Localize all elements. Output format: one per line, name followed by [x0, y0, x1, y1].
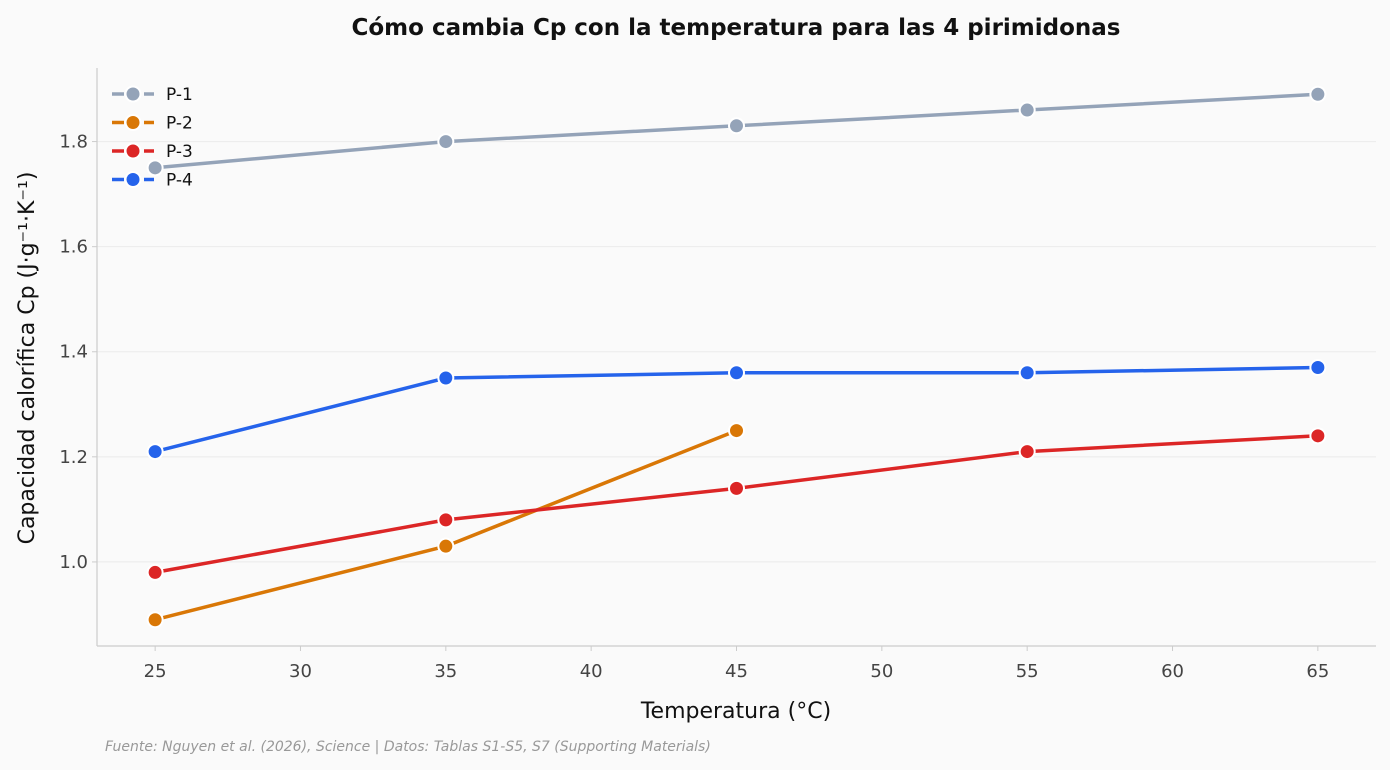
- legend-marker: [124, 171, 142, 188]
- data-point: [1018, 364, 1036, 382]
- y-tick-label: 1.4: [59, 342, 88, 363]
- data-point: [437, 369, 455, 387]
- data-point: [728, 117, 745, 135]
- data-point: [437, 133, 455, 151]
- legend-label: P-1: [166, 85, 193, 105]
- data-point: [728, 479, 745, 497]
- data-point: [146, 563, 164, 581]
- legend-item: P-3: [112, 142, 193, 162]
- legend-label: P-2: [166, 114, 193, 134]
- gridlines: [97, 141, 1376, 563]
- legend-label: P-3: [166, 142, 193, 162]
- x-axis-label: Temperatura (°C): [640, 699, 831, 724]
- y-tick-label: 1.0: [59, 552, 88, 573]
- x-tick-label: 25: [144, 661, 167, 682]
- x-tick-label: 45: [725, 661, 748, 682]
- data-point: [1018, 443, 1036, 461]
- legend-item: P-4: [112, 171, 193, 191]
- legend-item: P-2: [112, 114, 193, 134]
- x-tick-label: 35: [434, 661, 457, 682]
- y-ticks: 1.0 1.2 1.4 1.6 1.8: [59, 132, 97, 573]
- x-ticks: 25 30 35 40 45 50 55 60 65: [144, 646, 1329, 682]
- series-group: [146, 85, 1327, 629]
- data-point: [1018, 101, 1036, 119]
- series-p-4: [146, 359, 1327, 461]
- legend-label: P-4: [166, 171, 193, 191]
- x-tick-label: 40: [580, 661, 603, 682]
- y-axis-label: Capacidad calorífica Cp (J·g⁻¹·K⁻¹): [15, 172, 40, 545]
- y-tick-label: 1.2: [59, 447, 88, 468]
- data-point: [146, 611, 164, 629]
- data-point: [1309, 85, 1327, 103]
- data-point: [1309, 427, 1327, 445]
- series-p-2: [146, 422, 745, 629]
- x-tick-label: 50: [870, 661, 893, 682]
- data-point: [728, 422, 745, 440]
- y-tick-label: 1.6: [59, 237, 88, 258]
- source-note: Fuente: Nguyen et al. (2026), Science | …: [105, 739, 711, 755]
- x-tick-label: 60: [1161, 661, 1184, 682]
- x-tick-label: 30: [289, 661, 312, 682]
- data-point: [728, 364, 745, 382]
- legend-marker: [124, 85, 142, 103]
- series-line: [153, 434, 1320, 575]
- data-point: [437, 537, 455, 555]
- series-p-3: [146, 427, 1327, 581]
- data-point: [1309, 359, 1327, 377]
- x-tick-label: 65: [1306, 661, 1329, 682]
- data-point: [437, 511, 455, 529]
- y-tick-label: 1.8: [59, 132, 88, 153]
- series-p-1: [146, 85, 1327, 177]
- x-tick-label: 55: [1016, 661, 1039, 682]
- legend-marker: [124, 114, 142, 131]
- legend: P-1 P-2 P-3 P-4: [112, 85, 193, 191]
- data-point: [146, 159, 164, 177]
- legend-marker: [124, 142, 142, 160]
- chart-title: Cómo cambia Cp con la temperatura para l…: [352, 15, 1121, 41]
- data-point: [146, 443, 164, 461]
- legend-item: P-1: [112, 85, 193, 105]
